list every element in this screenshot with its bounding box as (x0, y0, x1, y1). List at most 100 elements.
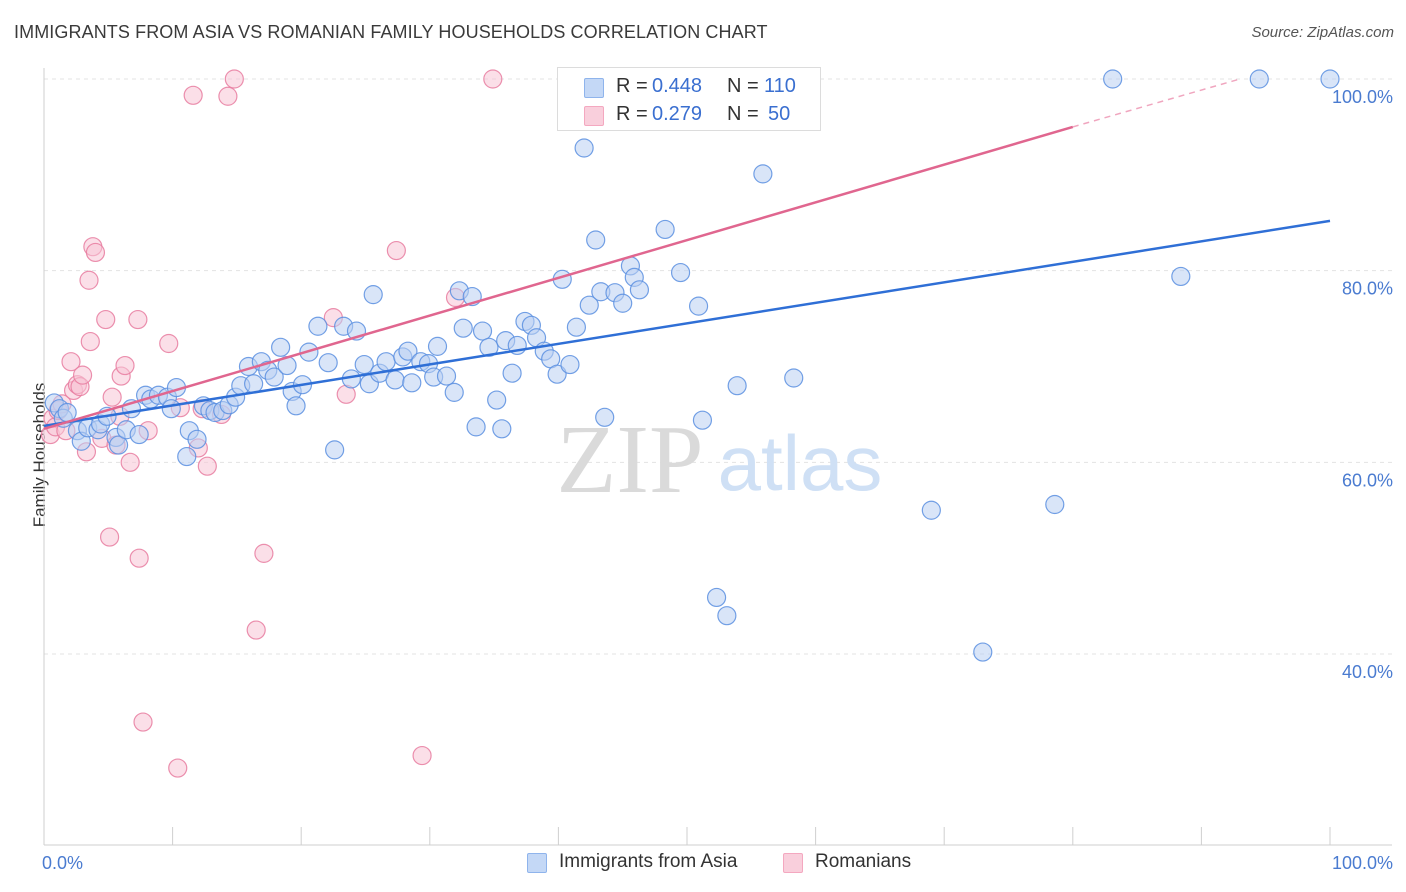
point-asia (1171, 266, 1191, 287)
point-romanian (102, 387, 122, 407)
legend-swatch-asia (527, 853, 547, 873)
point-asia (1103, 69, 1123, 89)
legend-r-label: R = (616, 75, 648, 97)
watermark: ZIP atlas (557, 406, 883, 514)
point-romanian (254, 543, 274, 563)
y-tick-label: 60.0% (1342, 470, 1393, 490)
point-romanian (483, 69, 503, 89)
point-asia (670, 262, 691, 283)
point-asia (466, 417, 486, 437)
point-romanian (79, 270, 99, 290)
legend-r-label: R = (616, 103, 648, 125)
point-romanian (133, 712, 153, 732)
point-asia (264, 367, 284, 387)
trend-line-asia (43, 219, 1331, 428)
legend-n-value: 110 (764, 75, 796, 97)
point-asia (706, 587, 727, 608)
point-asia (376, 352, 396, 372)
point-asia (444, 382, 464, 402)
point-romanian (386, 240, 406, 261)
point-asia (921, 500, 941, 520)
point-asia (629, 280, 650, 300)
trend-lines (43, 78, 1331, 430)
legend-n-label: N = (727, 75, 759, 97)
point-asia (492, 419, 512, 439)
legend-r-value: 0.279 (652, 103, 703, 125)
point-asia (453, 318, 473, 338)
point-romanian (246, 620, 266, 640)
chart-title: IMMIGRANTS FROM ASIA VS ROMANIAN FAMILY … (14, 22, 768, 42)
point-romanian (80, 331, 100, 352)
point-asia (560, 354, 580, 375)
point-asia (1320, 69, 1340, 89)
legend-swatch-romanians (783, 853, 803, 873)
point-asia (574, 138, 594, 158)
stats-legend: R = 0.448 N = 110 R = 0.279 N = 50 (557, 67, 821, 131)
point-asia (502, 363, 522, 383)
point-asia (427, 336, 448, 356)
point-asia (177, 446, 197, 467)
point-asia (271, 337, 291, 357)
point-romanian (72, 365, 93, 385)
point-asia (579, 295, 599, 315)
point-asia (402, 373, 422, 393)
point-romanian (115, 355, 135, 376)
legend-swatch-asia (584, 78, 604, 98)
point-romanian (120, 452, 140, 472)
point-asia (129, 424, 149, 445)
point-asia (692, 410, 713, 430)
point-asia (717, 606, 737, 626)
point-asia (161, 399, 181, 419)
point-asia (286, 396, 306, 416)
point-romanian (85, 242, 106, 263)
point-asia (487, 390, 507, 410)
y-tick-label: 40.0% (1342, 662, 1393, 682)
point-asia (727, 376, 747, 396)
y-tick-labels: 100.0% 80.0% 60.0% 40.0% (1332, 87, 1393, 682)
point-asia (784, 368, 804, 388)
point-asia (187, 429, 207, 449)
point-asia (973, 642, 993, 662)
legend-r-value: 0.448 (652, 75, 703, 97)
point-asia (753, 164, 773, 184)
legend-label-asia: Immigrants from Asia (559, 851, 738, 872)
point-asia (595, 407, 615, 427)
y-tick-label: 80.0% (1342, 279, 1393, 299)
point-romanian (159, 333, 179, 354)
point-asia (398, 341, 418, 361)
point-asia (1045, 494, 1065, 515)
point-romanian (197, 456, 217, 476)
watermark-zip: ZIP (557, 406, 704, 514)
point-romanian (224, 69, 244, 89)
point-asia (308, 316, 328, 336)
point-asia (655, 219, 675, 240)
point-asia (547, 364, 567, 384)
point-romanian (96, 309, 116, 330)
x-tick-labels: 0.0% 100.0% (42, 853, 1393, 873)
point-asia (479, 337, 499, 357)
point-romanian (168, 758, 188, 778)
point-asia (472, 321, 493, 341)
point-asia (1249, 69, 1269, 89)
point-romanian (128, 309, 148, 330)
point-asia (385, 370, 405, 390)
point-asia (108, 435, 129, 455)
point-asia (363, 285, 383, 305)
point-asia (688, 296, 709, 316)
series-legend: Immigrants from Asia Romanians (0, 851, 1406, 877)
point-asia (354, 354, 374, 375)
point-romanian (99, 527, 120, 547)
source-label: Source: ZipAtlas.com (1251, 24, 1394, 41)
point-romanian (129, 548, 149, 568)
x-tick-label-min: 0.0% (42, 853, 83, 873)
trend-line-romanians-extension (1072, 78, 1241, 128)
legend-n-value: 50 (768, 103, 791, 125)
point-asia (436, 366, 457, 386)
point-asia (325, 440, 345, 460)
point-asia (244, 374, 264, 394)
watermark-atlas: atlas (718, 419, 883, 507)
point-asia (566, 317, 587, 337)
point-asia (318, 353, 338, 373)
point-romanian (183, 85, 203, 105)
